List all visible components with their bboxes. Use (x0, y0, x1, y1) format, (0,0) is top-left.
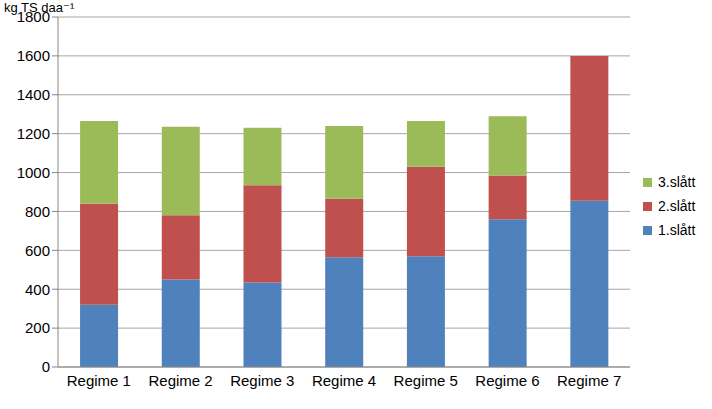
svg-text:Regime 4: Regime 4 (312, 372, 376, 389)
svg-text:1000: 1000 (17, 164, 50, 181)
svg-text:Regime 1: Regime 1 (67, 372, 131, 389)
svg-text:200: 200 (25, 319, 50, 336)
svg-text:800: 800 (25, 203, 50, 220)
svg-text:Regime 7: Regime 7 (557, 372, 621, 389)
svg-text:0: 0 (42, 358, 50, 375)
svg-text:Regime 6: Regime 6 (475, 372, 539, 389)
svg-text:400: 400 (25, 281, 50, 298)
svg-text:1400: 1400 (17, 86, 50, 103)
svg-text:Regime 3: Regime 3 (230, 372, 294, 389)
svg-text:600: 600 (25, 242, 50, 259)
svg-text:Regime 2: Regime 2 (148, 372, 212, 389)
svg-text:Regime 5: Regime 5 (394, 372, 458, 389)
svg-text:1200: 1200 (17, 125, 50, 142)
svg-text:1600: 1600 (17, 47, 50, 64)
svg-text:1800: 1800 (17, 8, 50, 25)
